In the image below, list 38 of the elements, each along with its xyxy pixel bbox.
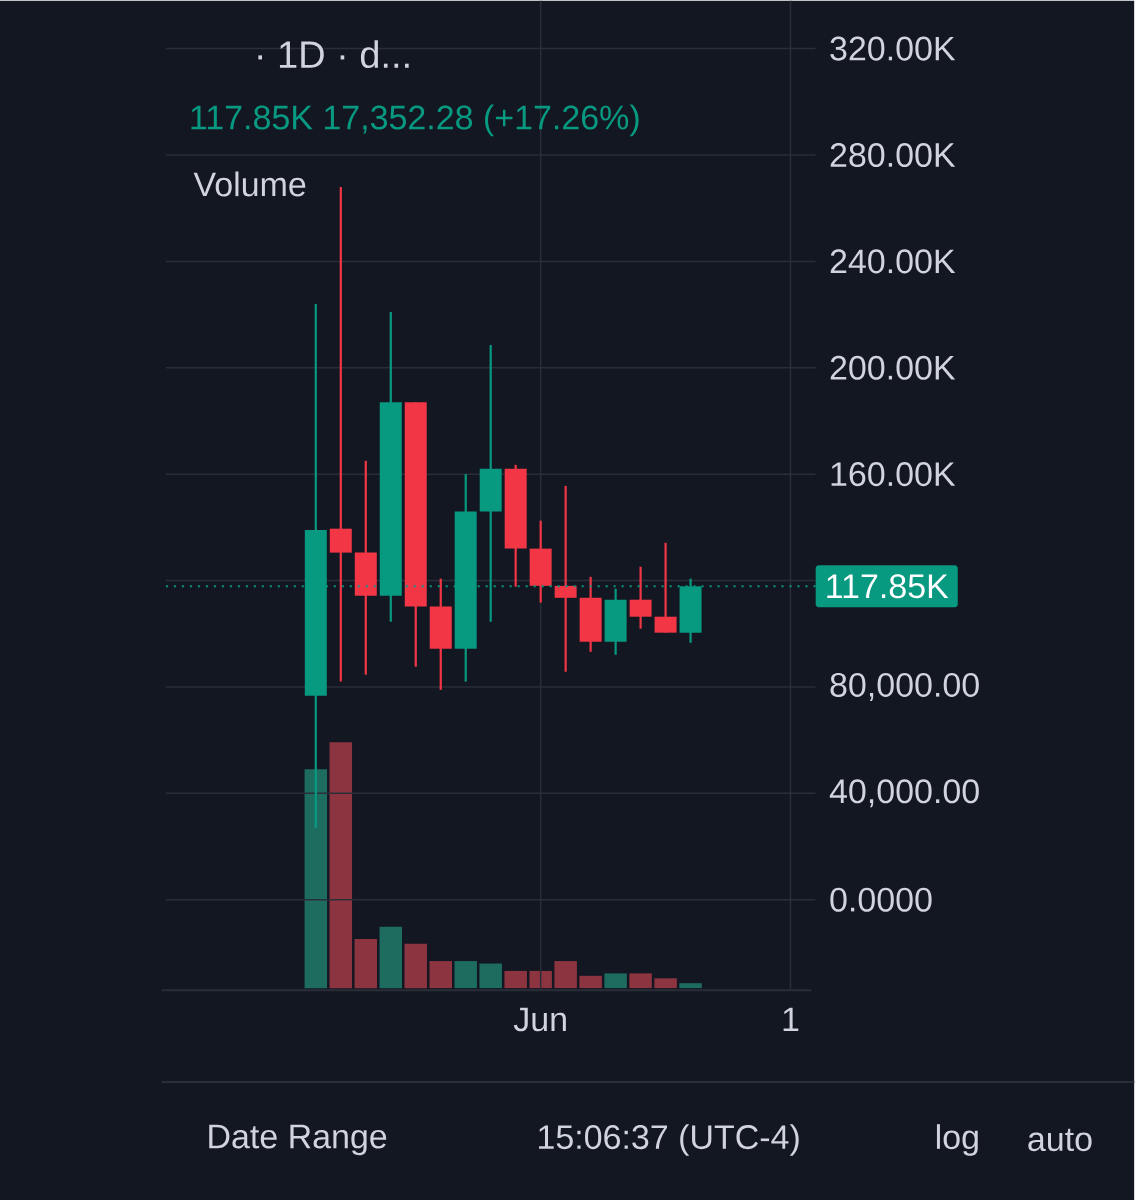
- bar: [329, 742, 352, 989]
- bar: [579, 975, 602, 989]
- candlestick: [629, 565, 652, 630]
- candlestick: [654, 541, 677, 634]
- y-tick-label: 160.00K: [831, 462, 956, 487]
- text: Date Range: [209, 1124, 387, 1156]
- bar: [654, 978, 677, 989]
- candlestick: [329, 185, 352, 683]
- bar: [504, 970, 527, 989]
- text: 117.85K 17,352.28 (+17.26%): [191, 104, 639, 137]
- x-tick-label: Jun: [513, 1007, 566, 1032]
- text: log: [936, 1124, 978, 1156]
- ref-line-label: 117.85K: [827, 574, 949, 599]
- bar: [629, 973, 652, 989]
- bar: [454, 961, 477, 989]
- x-tick-label: 1: [783, 1007, 799, 1032]
- y-tick-label: 200.00K: [830, 355, 956, 380]
- candlestick: [554, 484, 577, 673]
- text: · 1D · d...: [258, 40, 409, 69]
- y-tick-label: 40,000.00: [829, 779, 979, 808]
- text: auto: [1028, 1128, 1092, 1152]
- y-tick-label: 240.00K: [830, 249, 956, 274]
- bar: [379, 926, 402, 989]
- bar: [479, 963, 502, 989]
- text: 15:06:37 (UTC-4): [538, 1124, 799, 1156]
- bar: [304, 769, 327, 989]
- annotation: Volume: [193, 171, 306, 197]
- bar: [679, 983, 702, 989]
- y-tick-label: 280.00K: [830, 142, 956, 168]
- y-tick-label: 80,000.00: [830, 672, 979, 701]
- bar: [354, 938, 377, 989]
- bar: [604, 973, 627, 989]
- bar: [529, 970, 552, 989]
- bar: [554, 961, 577, 989]
- bar: [429, 961, 452, 989]
- y-tick-label: 0.0000: [830, 887, 932, 912]
- bar: [404, 943, 427, 989]
- y-tick-label: 320.00K: [830, 36, 956, 61]
